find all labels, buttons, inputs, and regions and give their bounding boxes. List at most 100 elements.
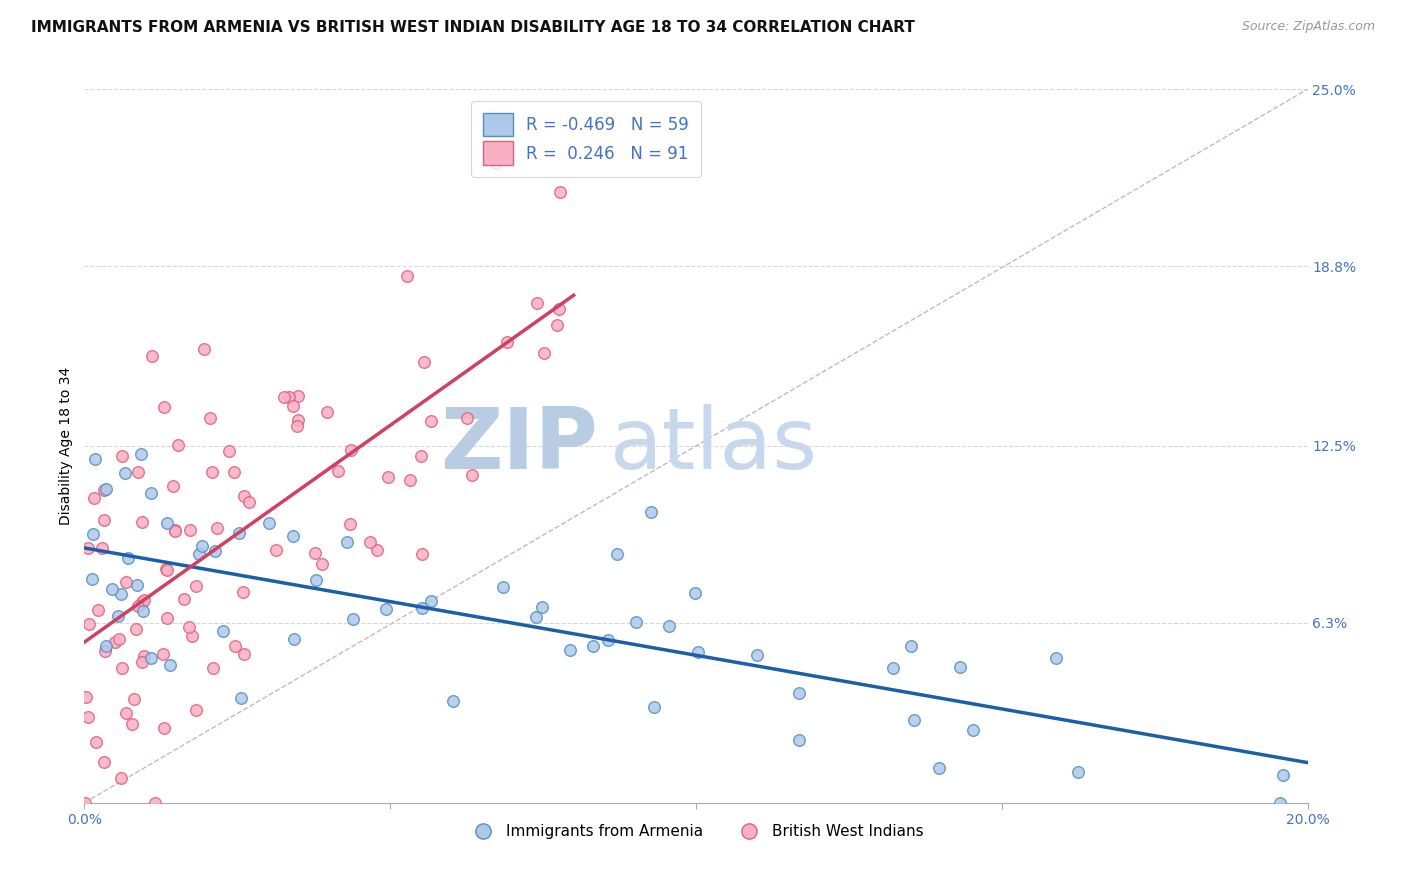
Point [153, 400, 176, 414]
Point [156, 611, 179, 625]
Point [491, 581, 513, 595]
Point [155, 562, 177, 576]
Point [114, 467, 136, 481]
Point [129, 447, 152, 461]
Text: atlas: atlas [610, 404, 818, 488]
Point [94, 482, 117, 496]
Point [745, 648, 768, 662]
Point [83, 491, 105, 506]
Text: ZIP: ZIP [440, 404, 598, 488]
Point [326, 464, 349, 478]
Point [204, 544, 226, 558]
Point [212, 624, 235, 638]
Point [125, 622, 148, 636]
Point [285, 418, 308, 433]
Legend: Immigrants from Armenia, British West Indians: Immigrants from Armenia, British West In… [463, 818, 929, 845]
Point [127, 465, 149, 479]
Point [526, 295, 548, 310]
Point [159, 658, 181, 673]
Point [82, 526, 104, 541]
Point [141, 349, 163, 363]
Point [266, 543, 288, 558]
Point [377, 470, 399, 484]
Point [77, 541, 100, 555]
Point [167, 438, 190, 452]
Point [283, 632, 305, 646]
Point [1271, 768, 1294, 782]
Point [395, 268, 418, 283]
Point [117, 550, 139, 565]
Point [91, 541, 114, 555]
Point [548, 301, 571, 316]
Point [218, 443, 240, 458]
Point [281, 529, 304, 543]
Point [606, 547, 628, 561]
Point [83, 452, 105, 467]
Point [153, 721, 176, 735]
Point [1067, 764, 1090, 779]
Point [80, 573, 103, 587]
Point [127, 599, 149, 613]
Point [484, 156, 506, 170]
Point [342, 612, 364, 626]
Point [101, 582, 124, 596]
Point [461, 467, 484, 482]
Text: Source: ZipAtlas.com: Source: ZipAtlas.com [1241, 20, 1375, 33]
Point [582, 639, 605, 653]
Point [165, 523, 187, 537]
Point [162, 479, 184, 493]
Point [186, 579, 208, 593]
Point [181, 629, 204, 643]
Point [224, 639, 246, 653]
Point [685, 585, 707, 599]
Point [228, 526, 250, 541]
Point [789, 686, 811, 700]
Point [201, 465, 224, 479]
Point [131, 595, 153, 609]
Point [107, 609, 129, 624]
Point [163, 524, 186, 538]
Point [94, 640, 117, 654]
Point [287, 413, 309, 427]
Point [104, 634, 127, 648]
Point [456, 411, 478, 425]
Point [596, 632, 619, 647]
Point [152, 647, 174, 661]
Point [156, 563, 179, 577]
Point [420, 594, 443, 608]
Point [93, 483, 115, 498]
Point [110, 587, 132, 601]
Point [411, 601, 433, 615]
Point [131, 515, 153, 529]
Text: IMMIGRANTS FROM ARMENIA VS BRITISH WEST INDIAN DISABILITY AGE 18 TO 34 CORRELATI: IMMIGRANTS FROM ARMENIA VS BRITISH WEST … [31, 20, 915, 35]
Point [398, 473, 420, 487]
Point [962, 723, 984, 738]
Point [882, 661, 904, 675]
Point [928, 761, 950, 775]
Point [156, 516, 179, 530]
Point [375, 602, 398, 616]
Point [191, 539, 214, 553]
Point [278, 390, 301, 404]
Point [115, 706, 138, 720]
Point [1268, 796, 1291, 810]
Point [188, 547, 211, 561]
Point [531, 599, 554, 614]
Point [643, 700, 665, 714]
Point [336, 535, 359, 549]
Point [131, 655, 153, 669]
Point [173, 592, 195, 607]
Point [179, 523, 201, 537]
Point [413, 355, 436, 369]
Point [409, 450, 432, 464]
Point [533, 346, 555, 360]
Point [122, 692, 145, 706]
Point [273, 390, 295, 404]
Point [305, 573, 328, 587]
Point [359, 535, 381, 549]
Point [287, 389, 309, 403]
Point [84, 735, 107, 749]
Point [366, 543, 388, 558]
Point [546, 318, 568, 333]
Point [110, 772, 132, 786]
